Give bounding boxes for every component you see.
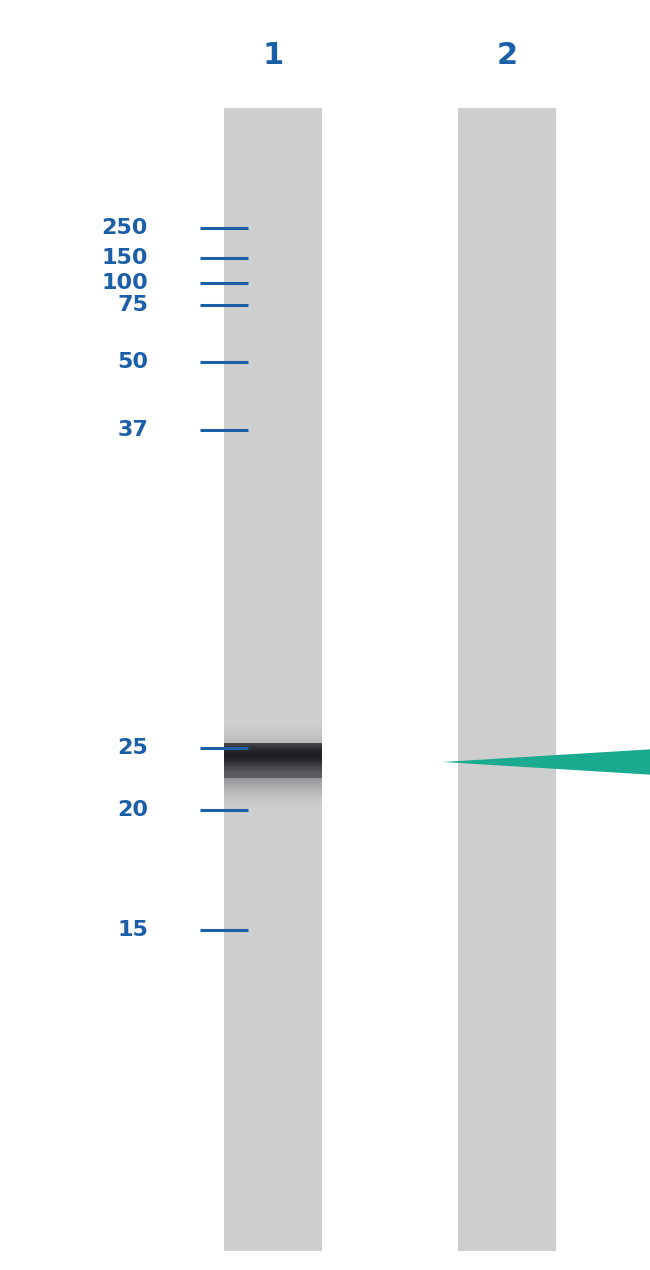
Text: 100: 100 — [101, 273, 148, 293]
Text: 37: 37 — [117, 420, 148, 439]
Text: 1: 1 — [263, 41, 283, 70]
Bar — [224, 108, 322, 1251]
Text: 50: 50 — [117, 352, 148, 372]
Text: 250: 250 — [101, 218, 148, 237]
Text: 75: 75 — [117, 295, 148, 315]
Bar — [458, 108, 556, 1251]
Text: 15: 15 — [117, 919, 148, 940]
Text: 25: 25 — [117, 738, 148, 758]
Text: 2: 2 — [497, 41, 517, 70]
Text: 150: 150 — [101, 248, 148, 268]
Text: 20: 20 — [117, 800, 148, 820]
